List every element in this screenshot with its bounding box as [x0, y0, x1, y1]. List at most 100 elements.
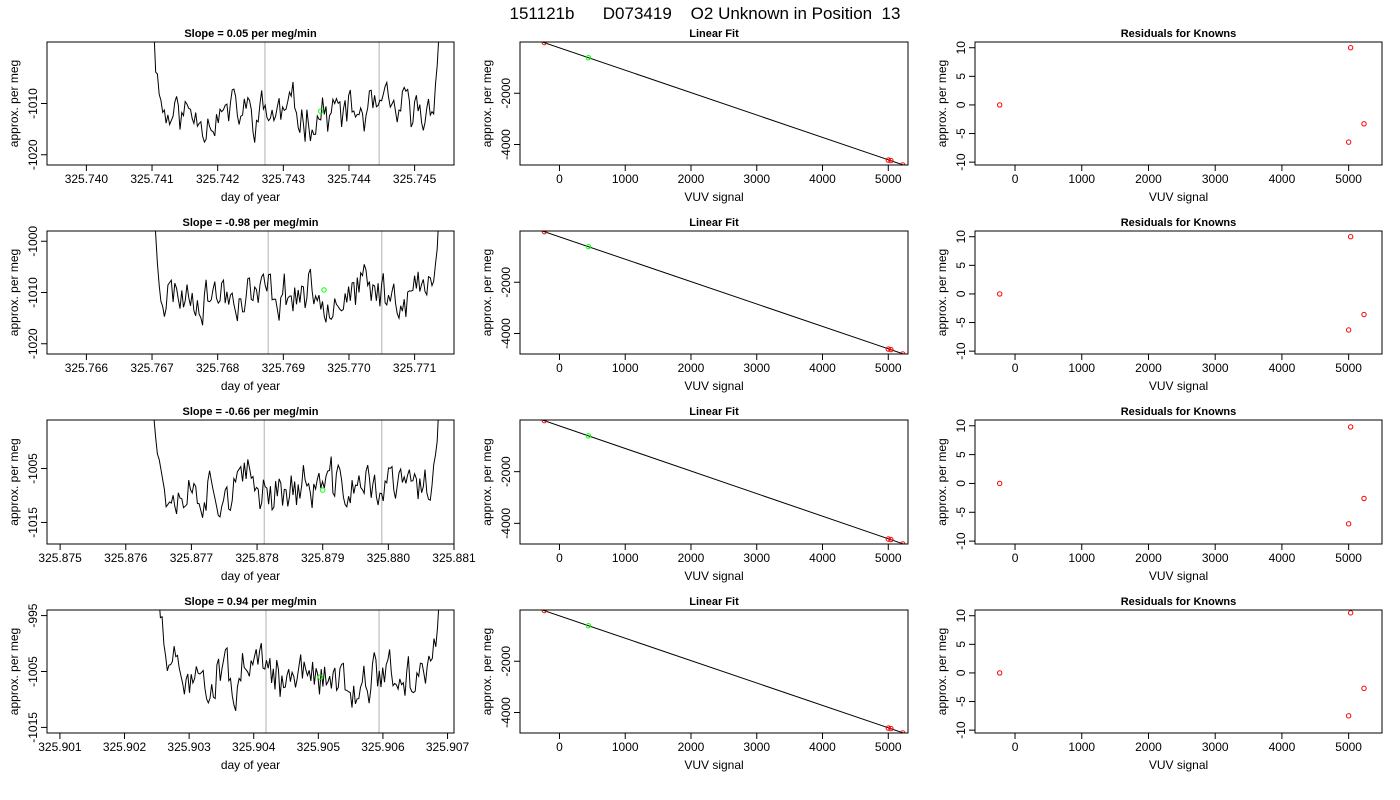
- unknown-point-marker: [320, 487, 326, 493]
- row3-time-series-y-label: approx. per meg: [7, 438, 21, 525]
- row4-time-series-plot-box: [46, 609, 455, 734]
- row4-linear-fit-plot-box: [519, 609, 909, 734]
- row3-residuals-plot-box: [974, 419, 1383, 545]
- row3-time-series-title: Slope = -0.66 per meg/min: [182, 406, 318, 418]
- y-tick-label: 5: [954, 262, 968, 269]
- y-tick-label: -995: [26, 603, 40, 627]
- y-tick-label: 5: [954, 641, 968, 648]
- known-point-marker: [888, 536, 894, 543]
- x-tick-label: 1000: [612, 551, 639, 565]
- fit-line: [540, 231, 904, 354]
- known-point-marker: [885, 725, 891, 731]
- row4-time-series-x-axis: 325.901 325.902 325.903 325.904 325.905 325.9…: [38, 733, 470, 754]
- row3-time-series-plot-area: [153, 420, 439, 544]
- known-point-marker: [541, 42, 548, 46]
- x-tick-label: 1000: [1068, 172, 1095, 186]
- x-tick-label: 3000: [743, 172, 770, 186]
- row3-linear-fit-panel: Linear Fit 0 1000 2000 3000 4000 5000 VUV signa…: [480, 406, 909, 583]
- row1-time-series-plot-box: [46, 41, 455, 166]
- x-tick-label: 1000: [612, 740, 639, 754]
- row2-time-series-x-axis: 325.766 325.767 325.768 325.769 325.770 325.7…: [65, 354, 437, 375]
- row3-linear-fit-x-label: VUV signal: [684, 569, 743, 583]
- y-tick-label: 10: [954, 230, 968, 244]
- known-point-marker: [888, 157, 894, 164]
- row2-time-series-plot-box: [46, 230, 455, 355]
- x-tick-label: 0: [1012, 551, 1019, 565]
- row4-residuals-plot-area: [996, 610, 1367, 719]
- row4-time-series-plot-area: [159, 610, 440, 733]
- y-tick-label: 10: [954, 419, 968, 433]
- y-tick-label: 10: [954, 609, 968, 623]
- row2-residuals-y-label: approx. per meg: [935, 249, 949, 336]
- known-point-marker: [1361, 495, 1367, 502]
- unknown-point-marker: [321, 287, 327, 293]
- y-tick-label: -4000: [499, 318, 513, 349]
- x-tick-label: 325.766: [65, 361, 109, 375]
- row2-linear-fit-x-axis: 0 1000 2000 3000 4000 5000: [556, 354, 902, 375]
- y-tick-label: 0: [954, 480, 968, 487]
- row1-time-series-y-label: approx. per meg: [7, 60, 21, 147]
- unknown-point-marker: [585, 433, 592, 439]
- row1-residuals-plot-area: [996, 45, 1367, 145]
- row1-linear-fit-panel: Linear Fit 0 1000 2000 3000 4000 5000 VUV signa…: [480, 28, 909, 204]
- y-tick-label: -2000: [499, 646, 513, 677]
- known-point-marker: [1361, 121, 1367, 127]
- x-tick-label: 5000: [875, 551, 902, 565]
- y-tick-label: -1010: [26, 277, 40, 308]
- row4-residuals-x-label: VUV signal: [1149, 758, 1208, 772]
- x-tick-label: 325.770: [327, 361, 371, 375]
- unknown-point-marker: [585, 243, 592, 250]
- y-tick-label: -5: [954, 128, 968, 139]
- x-tick-label: 325.905: [297, 740, 341, 754]
- y-tick-label: -1020: [26, 139, 40, 170]
- row2-time-series-plot-area: [155, 231, 439, 354]
- row4-linear-fit-y-axis: -4000 -2000: [499, 646, 520, 728]
- row4-residuals-x-axis: 0 1000 2000 3000 4000 5000: [1012, 733, 1362, 754]
- known-point-marker: [1347, 424, 1354, 430]
- x-tick-label: 4000: [809, 740, 836, 754]
- known-point-marker: [996, 291, 1003, 297]
- row3-linear-fit-y-axis: -4000 -2000: [499, 456, 520, 539]
- y-tick-label: 0: [954, 669, 968, 676]
- row2-linear-fit-y-axis: -4000 -2000: [499, 267, 520, 349]
- known-point-marker: [1361, 311, 1367, 318]
- x-tick-label: 325.904: [232, 740, 276, 754]
- x-tick-label: 325.906: [361, 740, 405, 754]
- fit-line: [540, 420, 904, 544]
- unknown-point-marker: [318, 108, 324, 114]
- y-tick-label: -1005: [26, 656, 40, 687]
- row2-time-series-title: Slope = -0.98 per meg/min: [182, 217, 318, 229]
- known-point-marker: [1347, 234, 1354, 240]
- x-tick-label: 2000: [1135, 740, 1162, 754]
- row4-time-series-title: Slope = 0.94 per meg/min: [184, 596, 317, 608]
- y-tick-label: -1015: [26, 712, 40, 743]
- y-tick-label: -10: [954, 342, 968, 360]
- x-tick-label: 325.745: [393, 172, 437, 186]
- x-tick-label: 2000: [1135, 551, 1162, 565]
- row3-linear-fit-plot-area: [540, 420, 906, 544]
- row1-residuals-plot-box: [974, 41, 1383, 166]
- row2-linear-fit-x-label: VUV signal: [684, 379, 743, 393]
- y-tick-label: 10: [954, 41, 968, 55]
- y-tick-label: 5: [954, 73, 968, 80]
- row1-linear-fit-x-axis: 0 1000 2000 3000 4000 5000: [556, 165, 902, 186]
- y-tick-label: -5: [954, 696, 968, 707]
- row2-linear-fit-y-label: approx. per meg: [480, 249, 494, 336]
- row2-residuals-x-axis: 0 1000 2000 3000 4000 5000: [1012, 354, 1362, 375]
- x-tick-label: 325.901: [38, 740, 82, 754]
- y-tick-label: -2000: [499, 456, 513, 487]
- row3-residuals-y-label: approx. per meg: [935, 438, 949, 525]
- y-tick-label: -4000: [499, 129, 513, 160]
- x-tick-label: 1000: [612, 172, 639, 186]
- x-tick-label: 1000: [1068, 740, 1095, 754]
- x-tick-label: 5000: [875, 172, 902, 186]
- x-tick-label: 2000: [678, 551, 705, 565]
- row4-linear-fit-y-label: approx. per meg: [480, 628, 494, 715]
- row3-residuals-plot-area: [996, 424, 1367, 527]
- y-tick-label: -1000: [26, 226, 40, 257]
- row1-time-series-y-axis: -1020 -1010: [26, 88, 47, 170]
- x-tick-label: 325.771: [393, 361, 437, 375]
